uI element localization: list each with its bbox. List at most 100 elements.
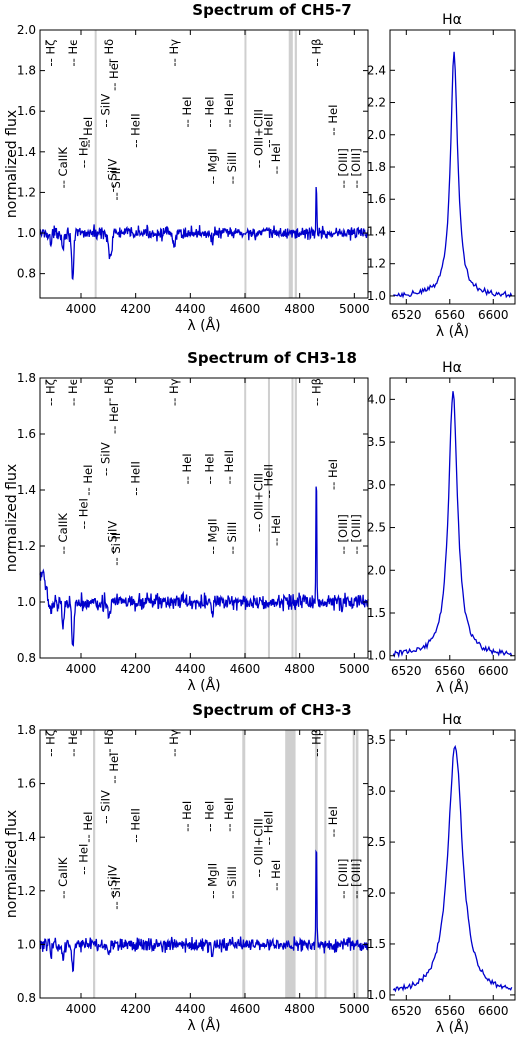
line-annotation: -- OIII+CIII xyxy=(252,109,266,168)
plot-frame xyxy=(389,729,516,1001)
x-tick-label: 4600 xyxy=(230,662,261,676)
x-tick-label: 4000 xyxy=(66,1002,97,1016)
x-axis-label: λ (Å) xyxy=(187,677,220,694)
line-annotation: -- [OIII] xyxy=(349,859,363,899)
x-tick-label: 6560 xyxy=(435,664,466,678)
chart-title: Spectrum of CH3-3 xyxy=(192,701,351,719)
line-annotation: -- Hδ xyxy=(102,729,116,757)
y-tick-label: 1.2 xyxy=(17,539,36,553)
x-tick-label: 4200 xyxy=(120,1002,151,1016)
chart-title: Hα xyxy=(442,12,462,28)
line-annotation: -- Hγ xyxy=(167,378,181,406)
y-tick-label: 3.0 xyxy=(367,478,386,492)
plot-frame xyxy=(39,729,369,999)
line-annotation: -- HeI xyxy=(203,453,217,484)
line-annotation: -- HeII xyxy=(129,808,143,842)
x-tick-label: 6520 xyxy=(391,308,422,322)
line-annotation: -- MgII xyxy=(206,863,220,899)
y-tick-label: 1.4 xyxy=(17,830,36,844)
masked-region xyxy=(294,378,297,658)
line-annotation: -- HeI xyxy=(269,860,283,891)
y-tick-label: 2.2 xyxy=(367,96,386,110)
spectrum-line xyxy=(39,486,369,647)
chart-title: Hα xyxy=(442,360,462,376)
line-annotation: -- HeI xyxy=(326,806,340,837)
y-tick-label: 1.5 xyxy=(367,937,386,951)
plot-frame xyxy=(39,29,369,299)
y-tick-label: 3.5 xyxy=(367,733,386,747)
line-annotation: -- [OIII] xyxy=(336,514,350,554)
line-annotation: -- CaIIK xyxy=(56,513,70,555)
y-tick-label: 2.4 xyxy=(367,63,386,77)
line-annotation: -- HeI xyxy=(81,117,95,148)
x-tick-label: 4600 xyxy=(230,302,261,316)
line-annotation: -- HeI xyxy=(203,96,217,127)
y-tick-label: 4.0 xyxy=(367,392,386,406)
masked-region xyxy=(267,378,270,658)
y-tick-label: 1.6 xyxy=(17,104,36,118)
line-annotation: -- HeII xyxy=(262,811,276,845)
y-tick-label: 0.8 xyxy=(17,991,36,1005)
spectrum-line xyxy=(393,51,513,299)
x-tick-label: 5000 xyxy=(339,302,370,316)
line-annotation: -- [OIII] xyxy=(349,148,363,188)
chart-title: Hα xyxy=(442,712,462,728)
line-annotation: -- Hϵ xyxy=(66,729,80,757)
masked-region xyxy=(94,30,97,298)
y-tick-label: 1.6 xyxy=(17,427,36,441)
masked-region xyxy=(294,30,297,298)
x-tick-label: 4400 xyxy=(175,1002,206,1016)
line-annotation: -- HeI xyxy=(77,137,91,168)
line-annotation: -- SiIV xyxy=(98,790,112,824)
masked-region xyxy=(244,378,247,658)
line-annotation: -- SiIV xyxy=(106,159,120,193)
y-tick-label: 1.4 xyxy=(17,483,36,497)
line-annotation: -- Hϵ xyxy=(66,39,80,67)
y-tick-label: 1.2 xyxy=(17,884,36,898)
line-annotation: -- Hγ xyxy=(167,39,181,67)
x-tick-label: 5000 xyxy=(339,1002,370,1016)
line-annotation: -- HeII xyxy=(129,113,143,147)
line-annotation: -- HeI xyxy=(180,96,194,127)
plot-frame xyxy=(39,377,369,659)
line-annotation: -- OIII+CIII xyxy=(252,818,266,877)
line-annotation: -- Si II xyxy=(109,168,123,201)
masked-region xyxy=(324,730,327,998)
line-annotation: -- HeI xyxy=(107,403,121,434)
line-annotation: -- OIII+CIII xyxy=(252,473,266,532)
line-annotation: -- HeI xyxy=(81,465,95,496)
line-annotation: -- HeI xyxy=(180,453,194,484)
y-tick-label: 1.8 xyxy=(367,160,386,174)
chart-title: Spectrum of CH5-7 xyxy=(192,1,351,19)
x-tick-label: 5000 xyxy=(339,662,370,676)
x-tick-label: 4000 xyxy=(66,302,97,316)
y-tick-label: 2.0 xyxy=(367,128,386,142)
line-annotation: -- HeII xyxy=(222,797,236,831)
line-annotation: -- [OIII] xyxy=(336,859,350,899)
y-tick-label: 2.5 xyxy=(367,521,386,535)
line-annotation: -- MgII xyxy=(206,148,220,184)
masked-region xyxy=(291,378,294,658)
line-annotation: -- Hδ xyxy=(102,39,116,67)
masked-region xyxy=(352,730,355,998)
y-tick-label: 1.4 xyxy=(17,145,36,159)
x-tick-label: 4200 xyxy=(120,302,151,316)
y-tick-label: 1.6 xyxy=(17,777,36,791)
chart-panel-1: 6520 6560 6600 1.0 1.2 1.4 1.6 1.8 2.0 2.2 2.4 Hα λ … xyxy=(367,12,516,340)
y-tick-label: 1.0 xyxy=(17,937,36,951)
line-annotation: -- SiIV xyxy=(98,442,112,476)
x-tick-label: 4600 xyxy=(230,1002,261,1016)
masked-region xyxy=(93,730,96,998)
line-annotation: -- [OIII] xyxy=(336,148,350,188)
line-annotation: -- HeII xyxy=(262,113,276,147)
line-annotation: -- SiIII xyxy=(225,522,239,555)
masked-region xyxy=(288,30,293,298)
line-annotation: -- [OIII] xyxy=(349,514,363,554)
y-tick-label: 2.5 xyxy=(367,835,386,849)
y-tick-label: 2.0 xyxy=(367,886,386,900)
spectrum-line xyxy=(39,186,369,281)
y-tick-label: 1.8 xyxy=(17,371,36,385)
line-annotation: -- SiIII xyxy=(225,866,239,899)
line-annotation: -- Hϵ xyxy=(66,378,80,406)
